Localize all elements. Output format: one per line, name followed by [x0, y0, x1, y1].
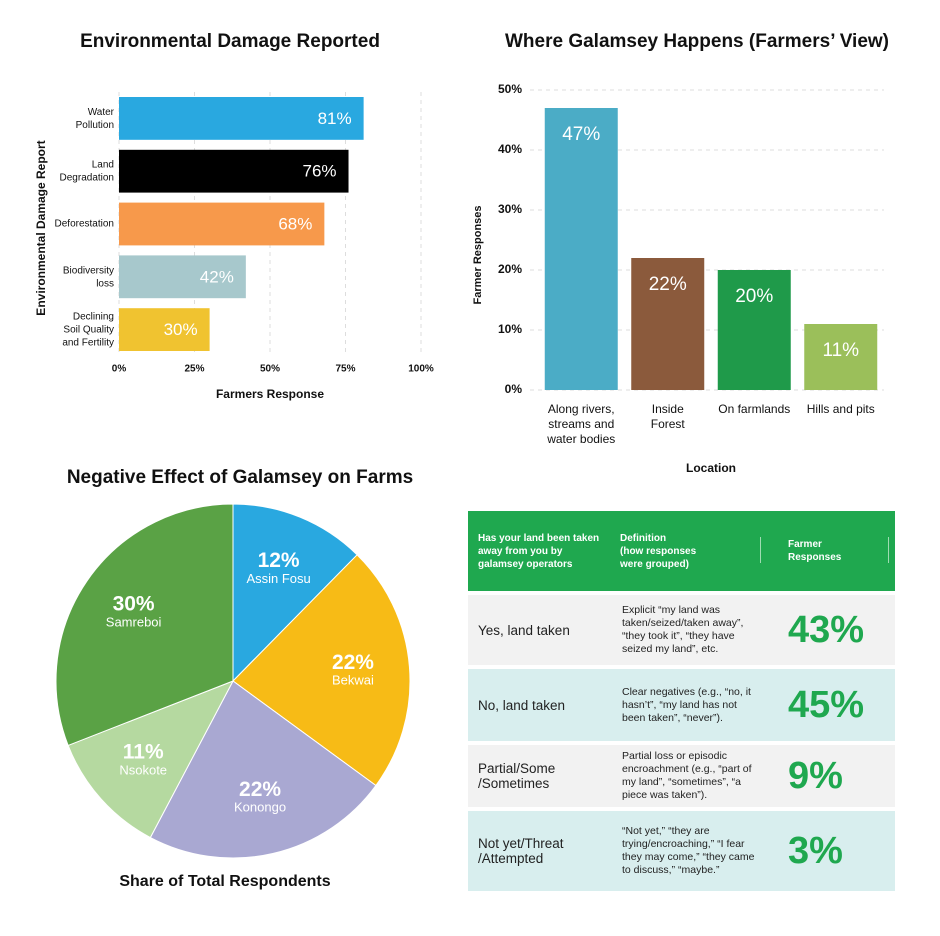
bar	[119, 255, 246, 299]
value-label: 11%	[822, 340, 859, 361]
chart-title: Environmental Damage Reported	[80, 31, 380, 52]
value-label: 11%	[123, 741, 164, 764]
x-tick-label: 75%	[335, 364, 355, 375]
header-cell: Farmer Responses	[788, 539, 842, 563]
x-tick-label: 25%	[184, 364, 204, 375]
bar	[631, 258, 705, 390]
y-tick-label: 20%	[498, 262, 522, 276]
slice-label: Konongo	[234, 800, 286, 815]
land-table: Has your land been taken away from you b…	[468, 511, 895, 895]
x-tick-label: 0%	[112, 364, 127, 375]
value-label: 30%	[164, 320, 198, 339]
y-tick-label: Declining Soil Quality and Fertility	[62, 311, 114, 348]
definition: Partial loss or episodic encroachment (e…	[622, 750, 752, 801]
x-tick-label: Along rivers, streams and water bodies	[546, 402, 615, 446]
answer: No, land taken	[478, 697, 566, 713]
x-tick-label: 50%	[260, 364, 280, 375]
table-row: Not yet/Threat /Attempted “Not yet,” “the…	[468, 811, 895, 891]
chart-title: Where Galamsey Happens (Farmers’ View)	[505, 31, 889, 52]
y-tick-label: 0%	[505, 382, 523, 396]
table-row: No, land taken Clear negatives (e.g., “no…	[468, 669, 895, 741]
value-label: 68%	[278, 214, 312, 233]
share: 9%	[788, 754, 843, 797]
bar	[119, 97, 364, 140]
value-label: 42%	[200, 267, 234, 286]
pie-slice	[232, 503, 358, 683]
value-label: 30%	[113, 593, 155, 616]
slice-label: Bekwai	[332, 673, 374, 688]
value-label: 81%	[318, 109, 352, 128]
bar	[804, 324, 878, 390]
header-separator	[888, 537, 889, 563]
chart-title: Negative Effect of Galamsey on Farms	[67, 467, 413, 488]
share: 3%	[788, 829, 843, 872]
answer: Partial/Some /Sometimes	[478, 761, 556, 791]
slice-label: Nsokote	[119, 763, 167, 778]
value-label: 76%	[302, 162, 336, 181]
y-tick-label: Biodiversity loss	[63, 265, 114, 289]
y-axis-label: Farmer Responses	[472, 205, 484, 304]
y-tick-label: Deforestation	[55, 219, 114, 230]
answer: Not yet/Threat /Attempted	[478, 836, 564, 866]
bar	[119, 149, 349, 193]
value-label: 22%	[239, 778, 281, 801]
x-tick-label: 100%	[408, 364, 434, 375]
slice-label: Assin Fosu	[246, 571, 310, 586]
header-cell: Has your land been taken away from you b…	[478, 532, 600, 570]
share: 43%	[788, 608, 865, 651]
answer: Yes, land taken	[478, 622, 570, 638]
value-label: 22%	[332, 651, 374, 674]
pie-slice	[67, 680, 235, 839]
table-header: Has your land been taken away from you b…	[468, 511, 895, 591]
pie-slice	[232, 554, 411, 787]
y-tick-label: 10%	[498, 322, 522, 336]
y-tick-label: 50%	[498, 82, 522, 96]
value-label: 47%	[562, 124, 600, 145]
y-tick-label: Water Pollution	[76, 107, 115, 131]
definition: Clear negatives (e.g., “no, it hasn’t”, …	[622, 685, 751, 724]
definition: Explicit “my land was taken/seized/taken…	[622, 604, 744, 655]
bar	[119, 202, 325, 246]
y-tick-label: 30%	[498, 202, 522, 216]
header-separator	[760, 537, 761, 563]
bar	[119, 308, 210, 351]
bar	[544, 108, 618, 390]
y-tick-label: Land Degradation	[60, 159, 114, 183]
value-label: 20%	[735, 286, 773, 307]
y-tick-label: 40%	[498, 142, 522, 156]
value-label: 22%	[649, 274, 687, 295]
slice-label: Samreboi	[106, 615, 162, 630]
share: 45%	[788, 683, 865, 726]
x-axis-label: Farmers Response	[216, 387, 324, 401]
header-cell: Definition (how responses were grouped)	[620, 532, 697, 570]
x-tick-label: On farmlands	[718, 402, 790, 416]
definition: “Not yet,” “they are trying/encroaching,…	[622, 825, 755, 876]
x-tick-label: Hills and pits	[807, 402, 875, 416]
x-tick-label: Inside Forest	[651, 402, 686, 431]
table-row: Yes, land taken Explicit “my land was tak…	[468, 595, 895, 665]
value-label: 12%	[258, 549, 300, 572]
y-axis-label: Environmental Damage Report	[34, 140, 48, 315]
x-axis-label: Location	[686, 461, 736, 475]
table-row: Partial/Some /Sometimes Partial loss or e…	[468, 745, 895, 807]
pie-slice	[149, 680, 377, 859]
chart-subtitle: Share of Total Respondents	[119, 873, 330, 890]
bar	[717, 270, 791, 390]
pie-slice	[55, 503, 234, 747]
